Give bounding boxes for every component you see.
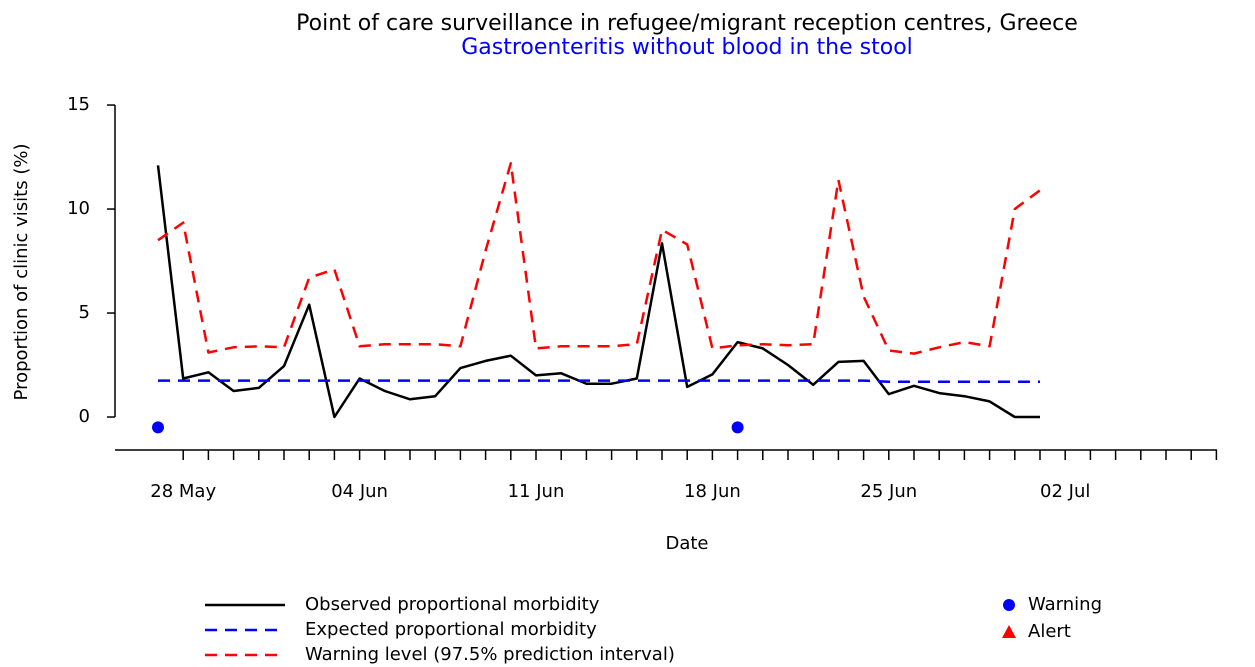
x-tick-label: 25 Jun xyxy=(860,481,917,502)
chart-title: Point of care surveillance in refugee/mi… xyxy=(296,11,1078,36)
x-tick-label: 02 Jul xyxy=(1040,481,1090,502)
x-tick-label: 11 Jun xyxy=(508,481,565,502)
x-tick-label: 04 Jun xyxy=(331,481,388,502)
warning-point xyxy=(152,421,164,434)
y-tick-label: 5 xyxy=(79,302,90,323)
warning-point xyxy=(731,421,744,434)
series-line xyxy=(157,162,1041,355)
legend-label: Alert xyxy=(1028,621,1071,642)
y-axis-label: Proportion of clinic visits (%) xyxy=(11,144,32,401)
chart-subtitle: Gastroenteritis without blood in the sto… xyxy=(461,35,913,60)
series-line xyxy=(158,379,1040,383)
x-tick-label: 28 May xyxy=(150,481,216,502)
x-axis-label: Date xyxy=(665,533,708,554)
x-tick-label: 18 Jun xyxy=(684,481,741,502)
legend-marker xyxy=(1003,599,1015,611)
legend-label: Warning level (97.5% prediction interval… xyxy=(305,644,675,665)
y-tick-label: 15 xyxy=(67,94,90,115)
legend-label: Observed proportional morbidity xyxy=(305,594,600,615)
y-tick-label: 0 xyxy=(79,406,90,427)
series-line xyxy=(156,165,1040,419)
y-tick-label: 10 xyxy=(67,198,90,219)
legend-label: Warning xyxy=(1028,594,1102,615)
legend-marker xyxy=(1002,625,1016,638)
legend-label: Expected proportional morbidity xyxy=(305,619,597,640)
